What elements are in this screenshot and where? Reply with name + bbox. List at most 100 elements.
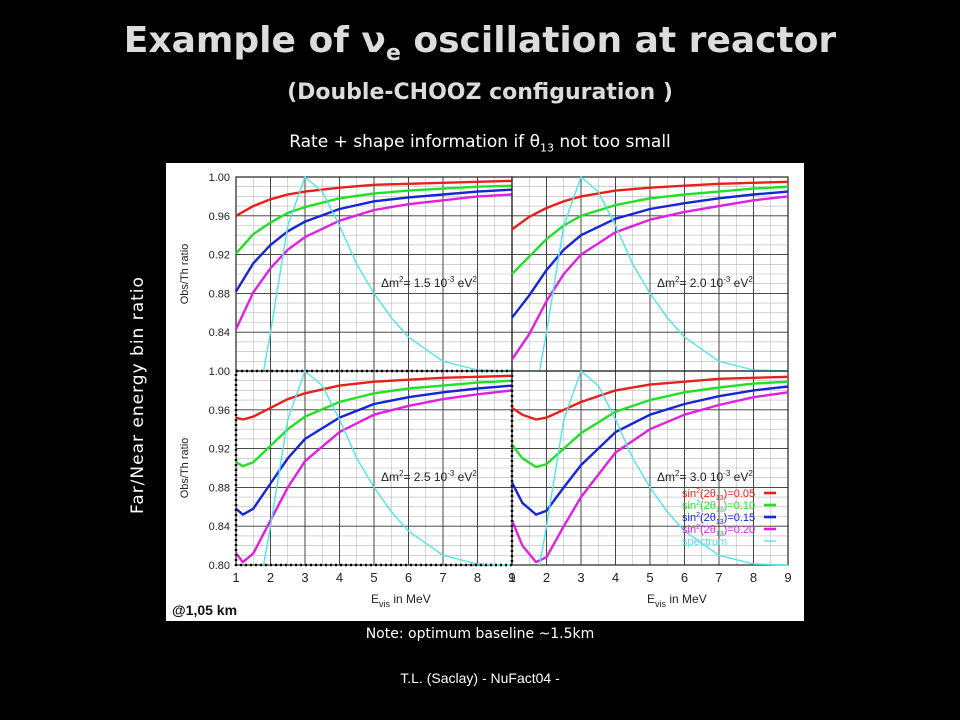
title-nu-symbol: ν [361,20,386,61]
x-axis-title: Evis in MeV [647,592,707,609]
x-tick-label: 5 [646,570,653,585]
legend-sup: 2 [696,488,700,495]
legend-text: sin [682,524,696,536]
x-axis-title-sub: vis [379,599,390,609]
slide-title: Example of νe oscillation at reactor [0,20,960,66]
legend-text: sin [682,488,696,500]
ratio-curve [511,195,789,361]
x-tick-label: 1 [508,570,515,585]
panel-1: Δm2= 1.5 10-3 eV2 [234,176,513,372]
x-tick-label: 2 [543,570,550,585]
dm2-label-sup: 2 [675,275,680,284]
dm2-label: Δm2= 2.0 10-3 eV2 [657,275,753,290]
dm2-label-text: Δm [381,470,399,484]
x-tick-label: 4 [612,570,619,585]
dm2-label-sup: -3 [447,275,455,284]
ratio-curve [510,391,789,564]
legend-text: )=0.05 [724,488,756,500]
slide-subtitle: (Double-CHOOZ configuration ) [287,80,673,105]
ratio-curve [235,374,513,421]
ratio-curve [511,185,789,275]
x-tick-label: 7 [439,570,446,585]
dm2-label: Δm2= 2.5 10-3 eV2 [381,469,477,484]
ratio-curve [235,184,513,255]
panel-2: Δm2= 2.0 10-3 eV2 [511,176,789,372]
rate-shape-caption: Rate + shape information if θ13 not too … [0,132,960,154]
y-tick-label: 0.96 [209,211,230,223]
x-tick-label: 8 [750,570,757,585]
legend-sub: 13 [716,519,724,526]
x-axis-title-text: in MeV [666,592,707,606]
legend: sin2(2θ13)=0.05sin2(2θ13)=0.10sin2(2θ13)… [682,488,776,548]
ratio-curve [511,180,789,231]
x-tick-label: 3 [577,570,584,585]
y-tick-label: 1.00 [209,366,230,378]
x-tick-label: 6 [405,570,412,585]
rate-caption-subscript: 13 [539,141,554,155]
dm2-label-text: Δm [657,276,675,290]
ratio-curve [511,380,789,469]
x-tick-label: 8 [474,570,481,585]
ratio-curve [234,193,513,330]
legend-entry: sin2(2θ13)=0.20 [682,524,755,538]
spectrum-curve [538,370,789,566]
slide-footer: T.L. (Saclay) - NuFact04 - [400,670,560,686]
y-tick-label: 1.00 [209,172,230,184]
dm2-label-text: Δm [657,470,675,484]
dm2-label-sup: -3 [447,469,455,478]
dm2-label: Δm2= 1.5 10-3 eV2 [381,275,477,290]
side-axis-label: Far/Near energy bin ratio [128,276,148,514]
legend-text: spectrum [682,536,727,548]
dm2-label-text: eV [730,470,748,484]
dm2-label-sup: 2 [399,469,404,478]
dm2-label-sup: 2 [472,469,477,478]
dm2-label-sup: 2 [748,275,753,284]
x-tick-label: 4 [336,570,343,585]
oscillation-figure: Δm2= 1.5 10-3 eV2 Δm2= 2.0 10-3 eV2 Δm2= 2… [166,163,804,621]
dm2-label-text: = 2.5 10 [403,470,447,484]
x-tick-label: 3 [301,570,308,585]
ratio-curve [235,384,513,516]
x-axis-title-text: in MeV [390,592,431,606]
x-tick-label: 2 [267,570,274,585]
panel-3: Δm2= 2.5 10-3 eV2 [235,370,513,566]
legend-entry: spectrum [682,536,727,548]
spectrum-curve [538,176,789,372]
x-axis-title: Evis in MeV [371,592,431,609]
y-tick-label: 0.92 [209,250,230,262]
legend-sup: 2 [696,500,700,507]
y-tick-label: 0.88 [209,288,230,300]
y-tick-label: 0.88 [209,482,230,494]
rate-caption-theta: θ [529,132,540,152]
rate-caption-end: not too small [553,132,671,152]
ratio-curve [235,379,513,468]
ratio-curve [234,188,513,293]
baseline-note: Note: optimum baseline ~1.5km [365,626,595,642]
title-text-end: oscillation at reactor [400,20,837,61]
ratio-curve [510,385,789,516]
legend-sub: 13 [716,507,724,514]
y-axis-title: Obs/Th ratio [179,438,191,499]
spectrum-curve [262,176,513,372]
legend-sup: 2 [696,524,700,531]
x-tick-label: 9 [508,570,515,585]
dm2-label-text: Δm [381,276,399,290]
dm2-label-text: = 1.5 10 [403,276,447,290]
title-nu-subscript: e [385,41,401,67]
y-tick-label: 0.84 [209,327,230,339]
y-tick-label: 0.80 [209,560,230,572]
ratio-curve [511,190,789,319]
dm2-label-sup: 2 [748,469,753,478]
y-axis-title: Obs/Th ratio [179,244,191,305]
dm2-label-sup: 2 [675,469,680,478]
panel-frame [511,370,789,566]
legend-sub: 13 [716,495,724,502]
spectrum-curve [262,370,513,566]
x-tick-label: 1 [232,570,239,585]
dm2-label-sup: 2 [472,275,477,284]
panel-4: Δm2= 3.0 10-3 eV2 [510,370,789,566]
y-tick-label: 0.96 [209,405,230,417]
x-tick-label: 9 [784,570,791,585]
legend-sub: 13 [716,531,724,538]
